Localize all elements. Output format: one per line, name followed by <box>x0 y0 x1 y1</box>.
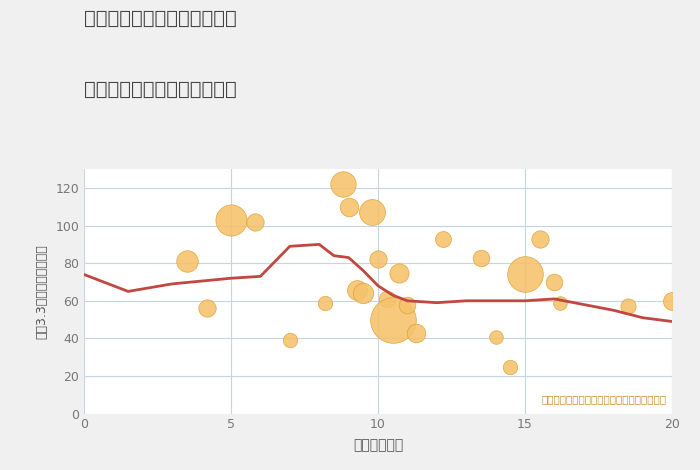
Point <box>666 297 678 305</box>
Point <box>225 216 237 224</box>
Point <box>554 299 566 306</box>
Point <box>352 286 363 293</box>
Text: 愛知県稲沢市祖父江町森上の: 愛知県稲沢市祖父江町森上の <box>84 9 237 28</box>
Point <box>367 209 378 216</box>
Point <box>249 218 260 226</box>
Point <box>519 271 531 278</box>
Point <box>490 333 501 340</box>
Point <box>202 305 213 312</box>
Point <box>393 269 404 276</box>
Text: 駅距離別中古マンション価格: 駅距離別中古マンション価格 <box>84 80 237 99</box>
Point <box>343 203 354 211</box>
Point <box>475 254 486 261</box>
Point <box>534 235 545 243</box>
Point <box>622 303 634 310</box>
Text: 円の大きさは、取引のあった物件面積を示す: 円の大きさは、取引のあった物件面積を示す <box>541 394 666 404</box>
Point <box>319 299 330 306</box>
Point <box>387 316 398 323</box>
Point <box>505 363 516 370</box>
Point <box>382 295 393 303</box>
Point <box>437 235 448 243</box>
Point <box>549 278 560 286</box>
Point <box>284 337 295 344</box>
Y-axis label: 坪（3.3㎡）単価（万円）: 坪（3.3㎡）単価（万円） <box>35 244 48 339</box>
Point <box>372 256 384 263</box>
Point <box>337 180 349 188</box>
X-axis label: 駅距離（分）: 駅距離（分） <box>353 439 403 453</box>
Point <box>181 258 193 265</box>
Point <box>411 329 422 337</box>
Point <box>358 290 369 297</box>
Point <box>402 301 413 308</box>
